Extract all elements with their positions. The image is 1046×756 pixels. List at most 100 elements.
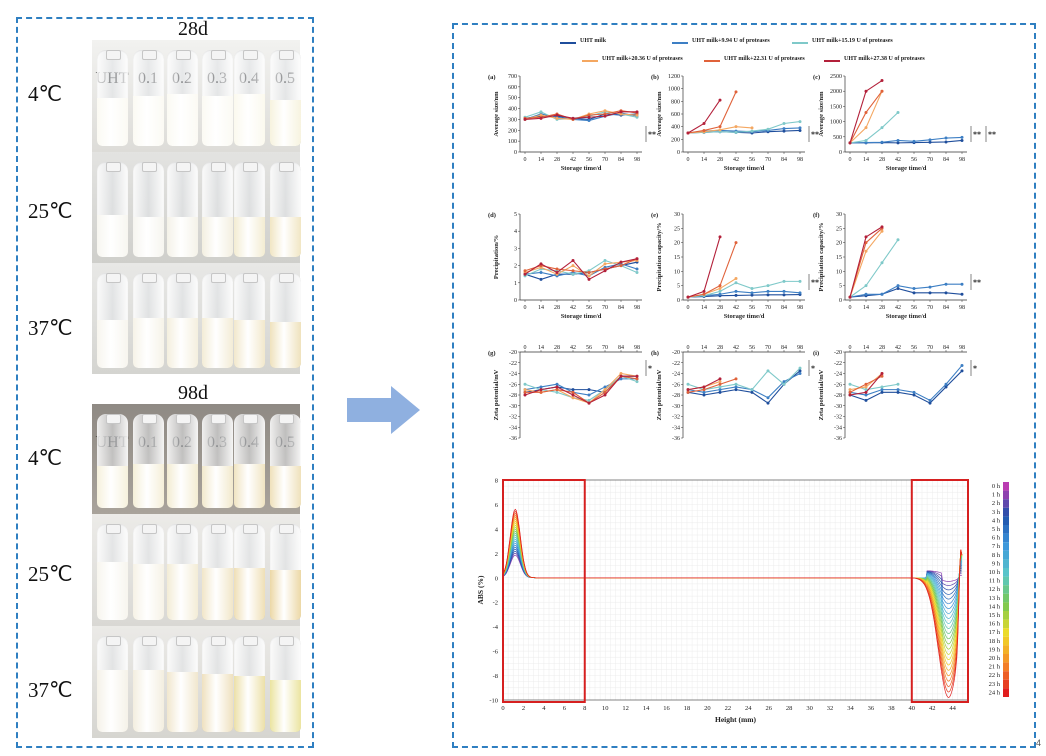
- data-point: [734, 293, 738, 297]
- color-legend-label: 6 h: [992, 535, 1001, 542]
- highlight-region: [502, 479, 586, 703]
- data-point: [848, 388, 852, 392]
- data-point: [523, 390, 527, 394]
- series-line: [849, 287, 963, 298]
- bottle-cap: [211, 414, 226, 424]
- data-point: [848, 295, 852, 299]
- data-point: [718, 380, 722, 384]
- milk-bottle: [97, 273, 128, 368]
- data-point: [912, 139, 916, 143]
- x-axis-title: Storage time/d: [561, 165, 602, 172]
- data-point: [864, 126, 868, 130]
- bottle-milk: [133, 217, 164, 257]
- data-point: [734, 130, 738, 134]
- color-legend-label: 9 h: [992, 560, 1001, 567]
- bottle-milk: [202, 568, 233, 620]
- data-point: [782, 380, 786, 384]
- y-tick-label: -36: [509, 436, 517, 442]
- milk-bottle: [270, 162, 301, 257]
- series-line: [849, 370, 963, 404]
- significance-label: **: [988, 130, 996, 139]
- y-tick-label: -28: [672, 393, 680, 399]
- color-legend-swatch: [1003, 679, 1009, 689]
- bottle-cap: [243, 273, 258, 283]
- time-curve: [502, 538, 963, 619]
- data-point: [782, 293, 786, 297]
- x-tick-label: 98: [797, 345, 803, 351]
- y-tick-label: 300: [508, 117, 517, 123]
- bottle-cap: [211, 273, 226, 283]
- color-legend-label: 22 h: [989, 672, 1001, 679]
- data-point: [880, 126, 884, 130]
- x-tick-label: 28: [717, 157, 723, 163]
- data-point: [782, 289, 786, 293]
- data-point: [587, 113, 591, 117]
- data-point: [635, 377, 639, 381]
- bottle-milk: [167, 464, 198, 508]
- y-tick-label: 600: [671, 112, 680, 118]
- color-legend-label: 0 h: [992, 483, 1001, 490]
- data-point: [702, 388, 706, 392]
- data-point: [734, 385, 738, 389]
- bottle-milk: [97, 98, 128, 146]
- milk-bottle: [133, 273, 164, 368]
- arrow-right-icon: [347, 386, 420, 434]
- y-tick-label: 6: [495, 502, 499, 509]
- y-tick-label: -32: [672, 415, 680, 421]
- y-tick-label: 200: [671, 137, 680, 143]
- x-tick-label: 2: [522, 705, 525, 712]
- data-point: [864, 388, 868, 392]
- data-point: [523, 117, 527, 121]
- bottle-cap: [279, 162, 294, 172]
- data-point: [880, 79, 884, 83]
- x-tick-label: 98: [634, 305, 640, 311]
- data-point: [750, 291, 754, 295]
- x-tick-label: 84: [618, 345, 624, 351]
- bottle-cap: [279, 50, 294, 60]
- significance-label: *: [811, 364, 815, 373]
- x-tick-label: 0: [849, 305, 852, 311]
- data-point: [766, 127, 770, 131]
- data-point: [864, 235, 868, 239]
- data-point: [944, 385, 948, 389]
- data-point: [880, 372, 884, 375]
- data-point: [702, 390, 706, 394]
- series-line: [524, 258, 638, 274]
- milk-bottle: [234, 273, 265, 368]
- x-tick-label: 56: [911, 157, 917, 163]
- color-legend-label: 12 h: [989, 586, 1001, 593]
- x-tick-label: 42: [733, 345, 739, 351]
- data-point: [635, 110, 639, 114]
- bottle-milk: [167, 318, 198, 368]
- y-tick-label: -34: [834, 425, 842, 431]
- data-point: [798, 128, 802, 132]
- x-tick-label: 98: [797, 157, 803, 163]
- x-tick-label: 42: [570, 305, 576, 311]
- data-point: [702, 385, 706, 389]
- panel-label: (b): [651, 74, 659, 81]
- x-tick-label: 56: [749, 305, 755, 311]
- milk-bottle: [202, 162, 233, 257]
- time-curve: [502, 518, 963, 671]
- data-point: [928, 285, 932, 289]
- panel-label: (f): [813, 212, 820, 219]
- data-point: [718, 385, 722, 389]
- series-line: [849, 365, 963, 402]
- significance-label: **: [648, 130, 656, 139]
- data-point: [718, 390, 722, 394]
- x-tick-label: 30: [806, 705, 813, 712]
- data-point: [571, 388, 575, 392]
- data-point: [944, 136, 948, 140]
- x-tick-label: 40: [909, 705, 916, 712]
- temp-label-25c-98d: 25℃: [28, 562, 73, 586]
- data-point: [798, 279, 802, 283]
- x-tick-label: 42: [733, 305, 739, 311]
- data-point: [587, 388, 591, 392]
- series-line: [687, 373, 801, 399]
- color-legend-swatch: [1003, 585, 1009, 594]
- bottle-cap: [176, 273, 191, 283]
- milk-bottle: [234, 524, 265, 620]
- data-point: [539, 390, 543, 394]
- color-legend-swatch: [1003, 645, 1009, 654]
- y-tick-label: 15: [674, 255, 680, 261]
